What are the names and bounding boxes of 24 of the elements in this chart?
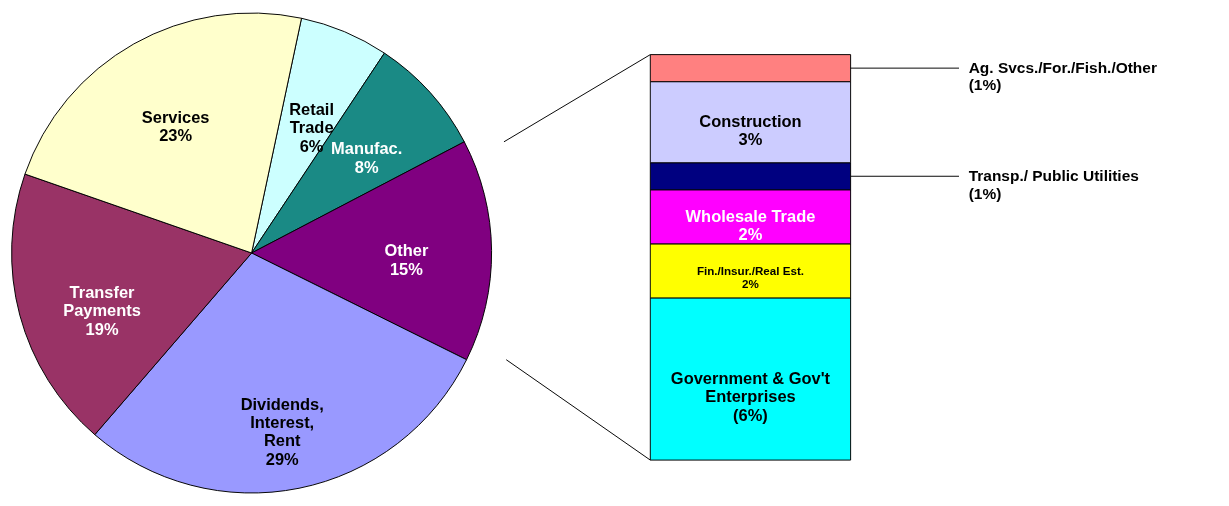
series-label: Construction [699, 112, 802, 131]
data-label: (6%) [733, 405, 768, 424]
data-label: 19% [85, 319, 119, 338]
slice-label: Manufac. [331, 139, 403, 158]
text: Transp./ Public Utilities [968, 167, 1139, 185]
data-label: 29% [265, 449, 300, 468]
data-label: (1%) [968, 76, 1002, 94]
slice-label: Services [141, 107, 210, 126]
data-label: 8% [354, 157, 379, 176]
slice-label: Transfer Payments [63, 282, 141, 320]
series-label: Government & Gov't Enterprises [670, 368, 831, 406]
slice-label: Dividends, Interest, Rent [240, 394, 324, 450]
series-label: Fin./Insur./Real Est. [696, 263, 805, 277]
data-label: 6% [299, 136, 324, 155]
data-label: 23% [159, 126, 193, 145]
slice-label: Retail Trade [289, 100, 334, 137]
data-label: (1%) [968, 184, 1002, 202]
slice-label: Other [384, 241, 429, 260]
data-label: 2% [742, 277, 760, 291]
data-label: 15% [389, 259, 424, 278]
data-label: 3% [738, 130, 763, 149]
data-label: 2% [738, 225, 763, 244]
text: Ag. Svcs./For./Fish./Other [968, 58, 1157, 76]
series-label: Wholesale Trade [685, 206, 816, 225]
